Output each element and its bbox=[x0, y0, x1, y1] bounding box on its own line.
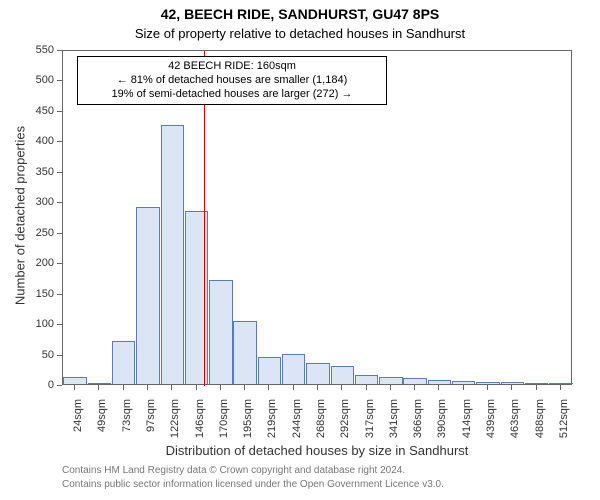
y-tick-label: 100 bbox=[0, 318, 54, 330]
x-tick-label: 73sqm bbox=[121, 399, 133, 459]
histogram-bar bbox=[209, 280, 232, 384]
histogram-bar bbox=[161, 125, 184, 384]
annotation-box: 42 BEECH RIDE: 160sqm ← 81% of detached … bbox=[77, 56, 387, 105]
x-tick-label: 24sqm bbox=[72, 399, 84, 459]
y-tick-label: 400 bbox=[0, 135, 54, 147]
y-tick-label: 200 bbox=[0, 257, 54, 269]
histogram-bar bbox=[476, 382, 499, 384]
histogram-bar bbox=[331, 366, 354, 384]
histogram-bar bbox=[258, 357, 281, 384]
x-tick-label: 390sqm bbox=[436, 399, 448, 459]
histogram-bar bbox=[501, 382, 524, 384]
annotation-line-1: 42 BEECH RIDE: 160sqm bbox=[84, 60, 380, 74]
histogram-bar bbox=[525, 383, 548, 384]
x-tick-label: 488sqm bbox=[534, 399, 546, 459]
x-tick-label: 170sqm bbox=[218, 399, 230, 459]
x-tick-label: 463sqm bbox=[509, 399, 521, 459]
chart-title-sub: Size of property relative to detached ho… bbox=[0, 26, 600, 41]
x-tick-label: 219sqm bbox=[266, 399, 278, 459]
histogram-bar bbox=[379, 377, 402, 384]
histogram-bar bbox=[549, 383, 572, 384]
histogram-bar bbox=[282, 354, 305, 384]
y-tick-label: 50 bbox=[0, 349, 54, 361]
histogram-bar bbox=[233, 321, 256, 384]
histogram-chart: 42, BEECH RIDE, SANDHURST, GU47 8PS Size… bbox=[0, 0, 600, 500]
x-tick-label: 341sqm bbox=[388, 399, 400, 459]
histogram-bar bbox=[136, 207, 159, 384]
x-tick-label: 512sqm bbox=[558, 399, 570, 459]
histogram-bar bbox=[112, 341, 135, 384]
footer-line-1: Contains HM Land Registry data © Crown c… bbox=[62, 465, 405, 476]
x-tick-label: 414sqm bbox=[461, 399, 473, 459]
histogram-bar bbox=[428, 380, 451, 384]
footer-line-2: Contains public sector information licen… bbox=[62, 479, 444, 490]
x-tick-label: 146sqm bbox=[194, 399, 206, 459]
y-tick-label: 0 bbox=[0, 379, 54, 391]
y-tick-label: 300 bbox=[0, 196, 54, 208]
annotation-line-2: ← 81% of detached houses are smaller (1,… bbox=[84, 74, 380, 88]
y-tick-label: 500 bbox=[0, 74, 54, 86]
y-tick-label: 450 bbox=[0, 105, 54, 117]
x-tick-label: 122sqm bbox=[169, 399, 181, 459]
x-tick-label: 268sqm bbox=[315, 399, 327, 459]
x-tick-label: 195sqm bbox=[242, 399, 254, 459]
x-tick-label: 292sqm bbox=[339, 399, 351, 459]
x-tick-label: 49sqm bbox=[96, 399, 108, 459]
x-tick-label: 439sqm bbox=[485, 399, 497, 459]
x-tick-label: 366sqm bbox=[412, 399, 424, 459]
x-tick-label: 244sqm bbox=[291, 399, 303, 459]
histogram-bar bbox=[403, 378, 426, 384]
histogram-bar bbox=[63, 377, 86, 384]
y-tick-label: 350 bbox=[0, 166, 54, 178]
x-tick-label: 97sqm bbox=[145, 399, 157, 459]
x-tick-label: 317sqm bbox=[364, 399, 376, 459]
histogram-bar bbox=[452, 381, 475, 384]
y-tick-label: 150 bbox=[0, 288, 54, 300]
annotation-line-3: 19% of semi-detached houses are larger (… bbox=[84, 88, 380, 102]
y-tick-label: 250 bbox=[0, 227, 54, 239]
y-tick-label: 550 bbox=[0, 44, 54, 56]
histogram-bar bbox=[355, 375, 378, 384]
chart-title-main: 42, BEECH RIDE, SANDHURST, GU47 8PS bbox=[0, 6, 600, 22]
histogram-bar bbox=[88, 383, 111, 384]
histogram-bar bbox=[306, 363, 329, 384]
